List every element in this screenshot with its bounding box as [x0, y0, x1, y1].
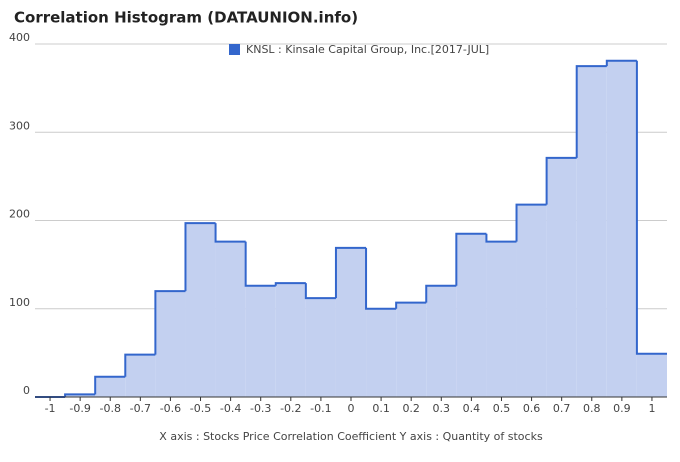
bar	[95, 376, 126, 397]
x-tick-label: 0.2	[402, 402, 420, 415]
x-tick-label: 0.9	[613, 402, 631, 415]
step-outline	[184, 222, 216, 292]
legend-swatch	[229, 44, 240, 55]
x-tick-label: -0.1	[310, 402, 331, 415]
step-outline	[455, 232, 487, 286]
x-tick-label: -0.4	[220, 402, 241, 415]
step-outline	[214, 223, 246, 243]
step-outline	[94, 375, 126, 395]
x-tick-label: 0.3	[433, 402, 451, 415]
step-outline	[304, 283, 336, 300]
bar	[215, 241, 246, 397]
bar	[516, 204, 547, 397]
bar	[155, 291, 186, 397]
x-tick-label: -0.3	[250, 402, 271, 415]
x-tick-label: -1	[45, 402, 56, 415]
step-outline	[154, 290, 186, 355]
step-outline	[365, 247, 397, 310]
bar	[275, 283, 306, 397]
x-axis-label: X axis : Stocks Price Correlation Coeffi…	[159, 430, 543, 443]
bar	[606, 60, 637, 398]
bar	[636, 353, 667, 397]
step-outline	[334, 246, 367, 299]
x-tick-label: 0.5	[493, 402, 511, 415]
bar	[396, 302, 427, 397]
y-tick-label: 0	[23, 384, 30, 397]
bar	[305, 298, 336, 397]
x-tick-label: -0.7	[130, 402, 151, 415]
step-outline	[64, 393, 96, 397]
legend-label: KNSL : Kinsale Capital Group, Inc.[2017-…	[246, 43, 489, 56]
step-outline	[244, 241, 276, 287]
x-tick-label: 0.7	[553, 402, 571, 415]
y-tick-label: 100	[9, 296, 30, 309]
x-tick-label: 0.6	[523, 402, 541, 415]
bar	[185, 223, 216, 397]
step-outline	[515, 203, 547, 242]
step-outline	[124, 353, 156, 377]
x-tick-label: 0.8	[583, 402, 601, 415]
step-outline	[395, 301, 427, 309]
x-tick-label: 0.1	[372, 402, 390, 415]
x-tick-label: 0.4	[463, 402, 481, 415]
x-tick-label: -0.5	[190, 402, 211, 415]
x-tick-label: -0.9	[69, 402, 90, 415]
bar	[245, 285, 276, 397]
x-tick-label: -0.8	[100, 402, 121, 415]
x-tick-label: 1	[648, 402, 655, 415]
step-outline	[605, 59, 637, 67]
bar	[335, 247, 367, 397]
bar	[546, 157, 577, 397]
step-outline	[635, 60, 667, 355]
x-tick-label: -0.6	[160, 402, 181, 415]
step-outline	[274, 282, 306, 286]
bar	[65, 394, 96, 397]
step-outline	[575, 65, 607, 158]
x-tick-label: -0.2	[280, 402, 301, 415]
bar	[576, 66, 607, 397]
bar	[456, 233, 487, 397]
step-outline	[425, 284, 457, 303]
step-outline	[545, 156, 577, 205]
bar	[366, 308, 397, 397]
y-tick-label: 200	[9, 208, 30, 221]
bar	[486, 241, 517, 397]
y-tick-label: 300	[9, 119, 30, 132]
chart-title: Correlation Histogram (DATAUNION.info)	[14, 9, 358, 27]
bar	[426, 285, 457, 397]
bar	[125, 354, 156, 397]
x-tick-label: 0	[348, 402, 355, 415]
step-outline	[485, 233, 517, 243]
y-tick-label: 400	[9, 31, 30, 44]
